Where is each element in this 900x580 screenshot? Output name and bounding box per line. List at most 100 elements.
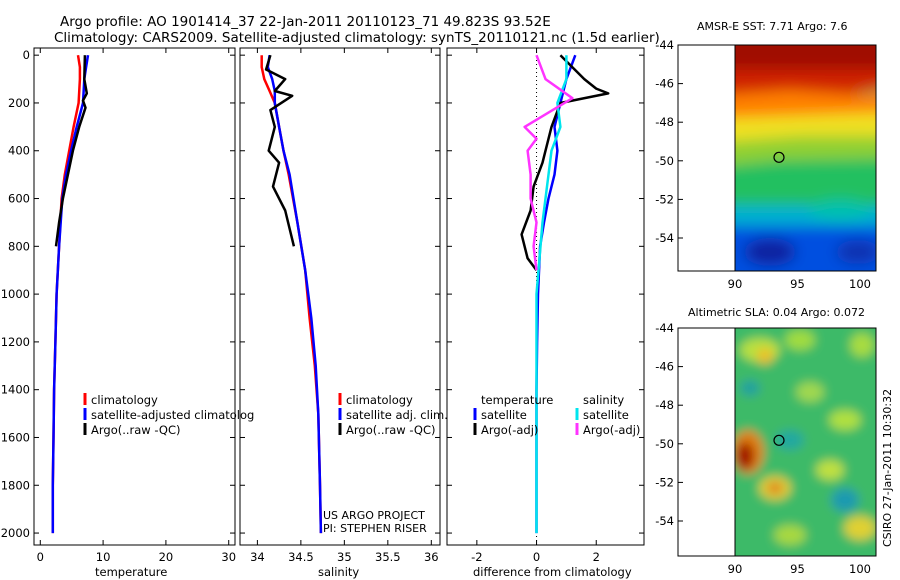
sla-field-high: [774, 525, 806, 545]
sla-field-low: [740, 380, 760, 396]
sla-field-peak-core: [736, 442, 754, 470]
series-line-temperature-argo: [520, 54, 610, 271]
sla-field-low: [831, 488, 859, 512]
map-x-tick-label: 90: [728, 562, 743, 576]
map-y-tick-label: -52: [655, 192, 674, 206]
map-y-tick-label: -48: [655, 398, 674, 412]
series-line-satellite: [266, 55, 323, 534]
sla-field-high: [816, 460, 844, 480]
y-tick-label: 1200: [1, 335, 30, 349]
y-tick-label: 1400: [1, 383, 30, 397]
map-y-tick-label: -52: [655, 475, 674, 489]
map-x-tick-label: 100: [849, 277, 871, 291]
salinity-panel-frame: [239, 47, 441, 546]
sla-field-high: [785, 330, 815, 350]
map-axes-box: [677, 327, 877, 557]
series-line-argo: [264, 54, 296, 247]
sst-field-lightgreen: [735, 136, 876, 165]
x-tick-label: 0: [533, 550, 540, 564]
difference-axis-label: difference from climatology: [473, 565, 632, 579]
sla-field-high: [844, 516, 876, 540]
series-line-temperature-satellite: [535, 54, 577, 534]
map-x-tick-label: 90: [728, 277, 743, 291]
y-tick-label: 400: [8, 144, 30, 158]
map-x-tick-label: 95: [790, 562, 805, 576]
sla-map-title: Altimetric SLA: 0.04 Argo: 0.072: [688, 306, 865, 319]
argo-float-marker: [773, 434, 785, 446]
series-line-salinity-satellite: [535, 55, 568, 534]
sla-field-high: [850, 333, 874, 357]
x-tick-label: 20: [159, 550, 174, 564]
series-line-climatology: [260, 55, 323, 534]
legend-title-temperature: temperature: [481, 393, 553, 407]
legend-label-climatology: climatology: [91, 393, 158, 407]
salinity-axis-label: salinity: [318, 565, 359, 579]
x-tick-label: 34.5: [288, 550, 314, 564]
sla-field-peak: [767, 482, 783, 494]
map-y-tick-label: -46: [655, 77, 674, 91]
difference-profile-plot: -2 0 2: [447, 48, 644, 564]
x-tick-label: 36: [424, 550, 439, 564]
csiro-timestamp: CSIRO 27-Jan-2011 10:30:32: [881, 389, 894, 547]
legend-title-salinity: salinity: [583, 393, 624, 407]
map-y-tick-label: -50: [655, 437, 674, 451]
y-tick-label: 600: [8, 192, 30, 206]
sst-field-red: [735, 70, 876, 99]
temperature-panel-frame: [33, 47, 236, 546]
legend-label-satellite: satellite-adjusted climatolog: [91, 408, 254, 422]
y-tick-label: 0: [23, 48, 30, 62]
legend-label-argo: Argo(..raw -QC): [346, 423, 436, 437]
legend-label-satellite: satellite adj. clim.: [346, 408, 448, 422]
sst-map-axes: -44 -46 -48 -50 -52 -54 90 95 100: [655, 38, 877, 291]
x-tick-label: 0: [37, 550, 44, 564]
map-y-tick-label: -54: [655, 514, 674, 528]
sla-field-low: [776, 430, 804, 450]
temperature-profile-plot: 0 10 20 30 0 200 400 600 800 1000 1200 1400 1600 1800…: [1, 48, 236, 564]
map-y-tick-label: -48: [655, 115, 674, 129]
sst-map-image: [735, 45, 876, 271]
profile-panels: 0 10 20 30020040060080010001200140016001800…: [1, 48, 644, 564]
series-line-satellite: [51, 55, 90, 534]
x-tick-label: 35: [337, 550, 352, 564]
temperature-legend: climatology satellite-adjusted climatolo…: [83, 393, 254, 437]
y-tick-label: 1000: [1, 287, 30, 301]
map-y-tick-label: -44: [655, 321, 674, 335]
legend-label-temp-satellite: satellite: [481, 408, 527, 422]
y-tick-label: 1800: [1, 478, 30, 492]
map-y-tick-label: -50: [655, 154, 674, 168]
map-axes-box: [677, 44, 877, 272]
legend-label-sal-argo: Argo(-adj): [583, 423, 640, 437]
difference-panel-frame: [446, 47, 645, 546]
x-tick-label: 30: [221, 550, 236, 564]
credit-project: US ARGO PROJECT: [323, 509, 425, 522]
sla-map-image: [735, 328, 876, 556]
series-line-argo: [54, 55, 89, 247]
map-y-tick-label: -46: [655, 360, 674, 374]
temperature-axis-label: temperature: [95, 565, 167, 579]
x-tick-label: 2: [593, 550, 600, 564]
sla-map-axes: -44 -46 -48 -50 -52 -54 90 95 100: [655, 321, 877, 576]
legend-label-temp-argo: Argo(-adj): [481, 423, 538, 437]
sla-field-high: [796, 382, 824, 402]
x-tick-label: 34: [250, 550, 265, 564]
salinity-profile-plot: 34 34.5 35 35.5 36: [240, 48, 440, 564]
x-tick-label: -2: [471, 550, 482, 564]
map-y-tick-label: -44: [655, 38, 674, 52]
y-tick-label: 800: [8, 239, 30, 253]
figure-title-line1: Argo profile: AO 1901414_37 22-Jan-2011 …: [60, 14, 551, 30]
legend-label-argo: Argo(..raw -QC): [91, 423, 181, 437]
legend-label-climatology: climatology: [346, 393, 413, 407]
map-x-tick-label: 95: [790, 277, 805, 291]
sst-field-cold-eddy: [836, 240, 876, 264]
y-tick-label: 2000: [1, 526, 30, 540]
sst-field-north: [735, 45, 876, 70]
map-y-tick-label: -54: [655, 231, 674, 245]
x-tick-label: 10: [96, 550, 111, 564]
sst-map-title: AMSR-E SST: 7.71 Argo: 7.6: [697, 20, 848, 33]
legend-label-sal-satellite: satellite: [583, 408, 629, 422]
difference-legend: temperature salinity satellite Argo(-adj…: [473, 393, 640, 437]
sla-field-high: [829, 410, 861, 430]
x-tick-label: 35.5: [375, 550, 401, 564]
y-tick-label: 1600: [1, 430, 30, 444]
